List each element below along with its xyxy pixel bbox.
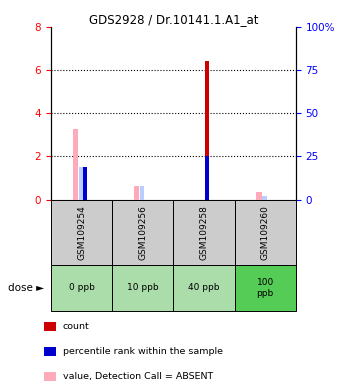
- Bar: [205, 61, 209, 200]
- Bar: [83, 167, 87, 200]
- Bar: [262, 196, 267, 200]
- Text: GSM109260: GSM109260: [261, 205, 270, 260]
- Text: value, Detection Call = ABSENT: value, Detection Call = ABSENT: [63, 372, 213, 381]
- Text: dose ►: dose ►: [8, 283, 44, 293]
- Text: 10 ppb: 10 ppb: [127, 283, 159, 293]
- Bar: [79, 167, 83, 200]
- Text: 0 ppb: 0 ppb: [69, 283, 95, 293]
- Bar: [134, 185, 139, 200]
- Bar: [256, 192, 262, 200]
- Bar: [73, 129, 78, 200]
- Text: GSM109254: GSM109254: [77, 205, 86, 260]
- Text: 100
ppb: 100 ppb: [257, 278, 274, 298]
- FancyBboxPatch shape: [235, 200, 296, 265]
- FancyBboxPatch shape: [112, 265, 173, 311]
- Bar: [205, 157, 209, 200]
- Text: 40 ppb: 40 ppb: [188, 283, 220, 293]
- Title: GDS2928 / Dr.10141.1.A1_at: GDS2928 / Dr.10141.1.A1_at: [89, 13, 258, 26]
- Text: percentile rank within the sample: percentile rank within the sample: [63, 347, 223, 356]
- FancyBboxPatch shape: [173, 265, 235, 311]
- FancyBboxPatch shape: [51, 200, 112, 265]
- FancyBboxPatch shape: [173, 200, 235, 265]
- Text: GSM109258: GSM109258: [200, 205, 208, 260]
- FancyBboxPatch shape: [51, 265, 112, 311]
- Bar: [140, 186, 144, 200]
- Text: GSM109256: GSM109256: [138, 205, 147, 260]
- FancyBboxPatch shape: [235, 265, 296, 311]
- Text: count: count: [63, 322, 90, 331]
- FancyBboxPatch shape: [112, 200, 173, 265]
